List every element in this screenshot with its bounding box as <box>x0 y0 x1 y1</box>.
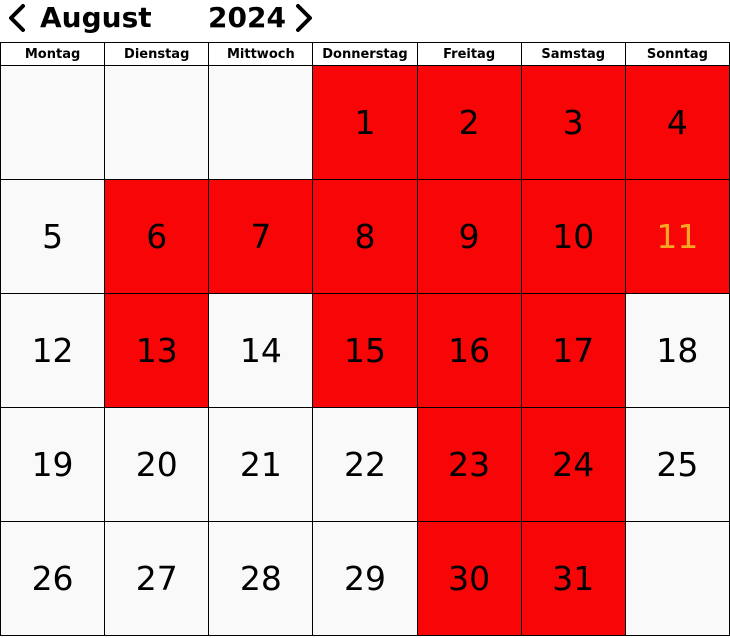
day-cell[interactable]: 16 <box>416 293 522 408</box>
day-cell[interactable]: 26 <box>0 521 106 636</box>
day-cell[interactable]: 20 <box>104 407 210 522</box>
day-cell[interactable]: 25 <box>624 407 730 522</box>
day-cell[interactable]: 11 <box>624 179 730 294</box>
day-cell[interactable]: 31 <box>520 521 626 636</box>
day-cell[interactable]: 30 <box>416 521 522 636</box>
day-cell[interactable]: 21 <box>208 407 314 522</box>
previous-month-button[interactable] <box>5 3 31 33</box>
year-label: 2024 <box>208 1 286 34</box>
chevron-left-icon <box>9 4 25 32</box>
day-cell[interactable]: 19 <box>0 407 106 522</box>
day-cell[interactable]: 7 <box>208 179 314 294</box>
day-cell[interactable]: 1 <box>312 65 418 180</box>
day-cell[interactable]: 28 <box>208 521 314 636</box>
day-cell[interactable]: 29 <box>312 521 418 636</box>
day-cell[interactable]: 23 <box>416 407 522 522</box>
calendar-week-row: 1 2 3 4 <box>0 65 730 180</box>
weekday-saturday: Samstag <box>520 42 626 66</box>
day-cell[interactable]: 9 <box>416 179 522 294</box>
empty-day-cell <box>208 65 314 180</box>
empty-day-cell <box>624 521 730 636</box>
day-cell[interactable]: 8 <box>312 179 418 294</box>
day-cell[interactable]: 27 <box>104 521 210 636</box>
day-cell[interactable]: 12 <box>0 293 106 408</box>
day-cell[interactable]: 5 <box>0 179 106 294</box>
calendar-header: August 2024 <box>0 0 730 38</box>
day-cell[interactable]: 4 <box>624 65 730 180</box>
day-cell[interactable]: 3 <box>520 65 626 180</box>
day-cell[interactable]: 15 <box>312 293 418 408</box>
empty-day-cell <box>104 65 210 180</box>
day-cell[interactable]: 6 <box>104 179 210 294</box>
calendar-week-row: 26 27 28 29 30 31 <box>0 521 730 636</box>
calendar-week-row: 5 6 7 8 9 10 11 <box>0 179 730 294</box>
weekday-wednesday: Mittwoch <box>208 42 314 66</box>
calendar-week-row: 12 13 14 15 16 17 18 <box>0 293 730 408</box>
day-cell[interactable]: 17 <box>520 293 626 408</box>
weekday-monday: Montag <box>0 42 106 66</box>
weekday-tuesday: Dienstag <box>104 42 210 66</box>
weekday-thursday: Donnerstag <box>312 42 418 66</box>
month-label: August <box>40 1 152 34</box>
calendar-week-row: 19 20 21 22 23 24 25 <box>0 407 730 522</box>
weekday-friday: Freitag <box>416 42 522 66</box>
day-cell[interactable]: 22 <box>312 407 418 522</box>
chevron-right-icon <box>296 4 312 32</box>
calendar-grid: Montag Dienstag Mittwoch Donnerstag Frei… <box>0 42 730 636</box>
day-cell[interactable]: 13 <box>104 293 210 408</box>
weekday-header-row: Montag Dienstag Mittwoch Donnerstag Frei… <box>0 42 730 66</box>
day-cell[interactable]: 10 <box>520 179 626 294</box>
day-cell[interactable]: 2 <box>416 65 522 180</box>
day-cell[interactable]: 18 <box>624 293 730 408</box>
day-cell[interactable]: 14 <box>208 293 314 408</box>
next-month-button[interactable] <box>290 3 316 33</box>
weekday-sunday: Sonntag <box>624 42 730 66</box>
empty-day-cell <box>0 65 106 180</box>
day-cell[interactable]: 24 <box>520 407 626 522</box>
